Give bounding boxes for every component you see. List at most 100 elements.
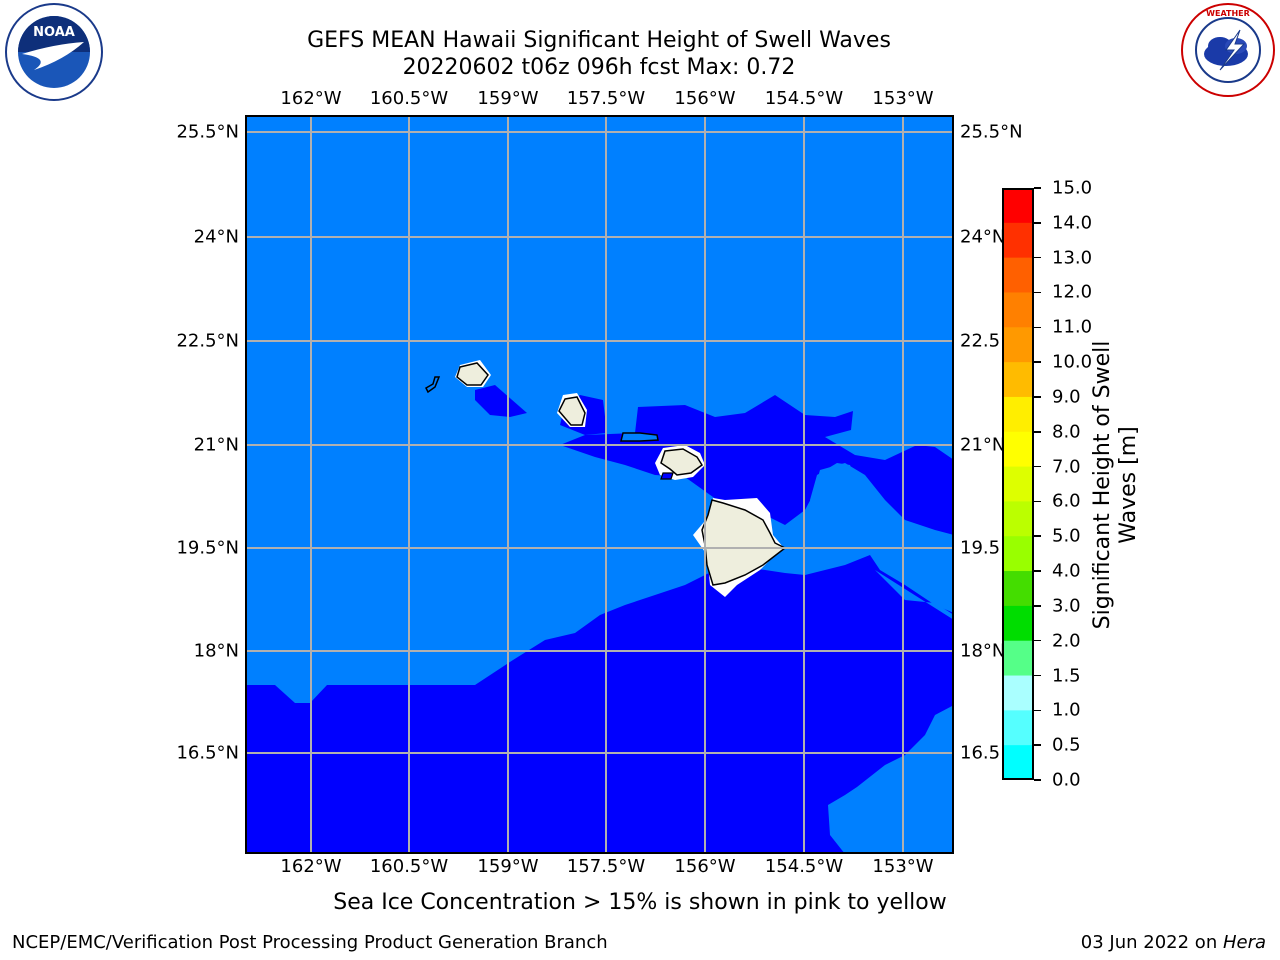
colorbar-swatch	[1002, 745, 1034, 781]
colorbar-tick-label: 7.0	[1052, 456, 1081, 478]
lat-label-right: 16.5	[960, 742, 1001, 764]
colorbar-tick-mark	[1034, 674, 1041, 677]
lat-label-right: 25.5°N	[960, 121, 1023, 143]
colorbar-tick-mark	[1034, 396, 1041, 398]
colorbar-swatch	[1002, 327, 1034, 363]
colorbar-tick-mark	[1034, 465, 1041, 468]
lon-label-top: 154.5°W	[764, 88, 844, 109]
map-gridlines	[245, 115, 954, 854]
colorbar-label: Significant Height of Swell Waves [m]	[1090, 325, 1142, 645]
island-big-island	[701, 499, 787, 586]
lat-label-left: 18°N	[193, 640, 239, 662]
lon-label-bottom: 160.5°W	[369, 856, 449, 877]
colorbar-tick-label: 1.5	[1052, 665, 1081, 687]
colorbar-swatch	[1002, 605, 1034, 642]
colorbar-tick-label: 11.0	[1052, 316, 1093, 338]
colorbar-tick-mark	[1034, 779, 1041, 781]
lat-label-right: 24°N	[960, 226, 1006, 248]
colorbar-tick-label: 2.0	[1052, 630, 1081, 652]
colorbar-label-line1: Significant Height of Swell	[1090, 340, 1115, 630]
colorbar-tick-label: 5.0	[1052, 525, 1081, 547]
colorbar-tick-mark	[1034, 709, 1041, 712]
lon-label-bottom: 162°W	[280, 856, 342, 877]
colorbar-tick-mark	[1034, 361, 1041, 363]
noaa-logo: NOAA	[4, 2, 104, 102]
colorbar-tick-label: 8.0	[1052, 421, 1081, 443]
island-oahu	[558, 396, 586, 426]
colorbar-swatch	[1002, 640, 1034, 677]
colorbar-tick-label: 3.0	[1052, 595, 1081, 617]
colorbar-tick-mark	[1034, 256, 1041, 259]
colorbar-swatch	[1002, 222, 1034, 259]
colorbar-tick-mark	[1034, 431, 1041, 433]
lat-label-left: 25.5°N	[176, 121, 239, 143]
colorbar-tick-label: 0.5	[1052, 734, 1081, 756]
colorbar-swatch	[1002, 675, 1034, 711]
footer-machine: Hera	[1222, 932, 1266, 953]
lat-label-right: 18°N	[960, 640, 1006, 662]
lon-label-bottom: 159°W	[477, 856, 539, 877]
colorbar-tick-label: 6.0	[1052, 490, 1081, 512]
sea-ice-note: Sea Ice Concentration > 15% is shown in …	[333, 890, 947, 915]
lat-label-right: 19.5	[960, 537, 1001, 559]
lat-label-right: 22.5	[960, 330, 1001, 352]
lon-label-top: 156°W	[674, 88, 736, 109]
colorbar-tick-mark	[1034, 187, 1041, 189]
colorbar-tick-label: 0.0	[1052, 769, 1081, 791]
colorbar-tick-mark	[1034, 605, 1041, 607]
lon-label-top: 160.5°W	[369, 88, 449, 109]
colorbar-tick-mark	[1034, 500, 1041, 503]
colorbar-tick-label: 12.0	[1052, 281, 1093, 303]
colorbar	[1002, 188, 1034, 781]
lon-label-bottom: 156°W	[674, 856, 736, 877]
colorbar-tick-label: 14.0	[1052, 212, 1093, 234]
colorbar-swatch	[1002, 536, 1034, 572]
svg-text:WEATHER: WEATHER	[1206, 9, 1250, 18]
colorbar-tick-mark	[1034, 222, 1041, 224]
colorbar-tick-mark	[1034, 326, 1041, 329]
colorbar-swatch	[1002, 362, 1034, 398]
island-lanai	[660, 472, 674, 480]
colorbar-tick-mark	[1034, 535, 1041, 537]
colorbar-swatch	[1002, 571, 1034, 607]
map-frame	[245, 115, 954, 854]
colorbar-swatch	[1002, 501, 1034, 537]
colorbar-swatch	[1002, 257, 1034, 293]
colorbar-tick-label: 4.0	[1052, 560, 1081, 582]
lat-label-left: 21°N	[193, 434, 239, 456]
lat-label-left: 16.5°N	[176, 742, 239, 764]
swell-dark-islands	[475, 385, 954, 535]
footer-branch: NCEP/EMC/Verification Post Processing Pr…	[12, 932, 608, 953]
footer-date: 03 Jun 2022 on Hera	[1081, 932, 1266, 953]
colorbar-tick-mark	[1034, 744, 1041, 746]
swell-dark-south	[245, 555, 954, 854]
colorbar-swatch	[1002, 396, 1034, 433]
lat-label-left: 24°N	[193, 226, 239, 248]
lon-label-top: 159°W	[477, 88, 539, 109]
lon-label-bottom: 153°W	[872, 856, 934, 877]
chart-title-line1: GEFS MEAN Hawaii Significant Height of S…	[307, 28, 891, 53]
map-plot	[245, 115, 954, 854]
nws-logo: WEATHER	[1180, 2, 1276, 98]
colorbar-tick-mark	[1034, 639, 1041, 642]
colorbar-swatch	[1002, 431, 1034, 468]
colorbar-tick-mark	[1034, 291, 1041, 294]
lon-label-bottom: 157.5°W	[566, 856, 646, 877]
colorbar-tick-label: 13.0	[1052, 247, 1093, 269]
footer-date-text: 03 Jun 2022 on	[1080, 932, 1223, 953]
colorbar-tick-label: 15.0	[1052, 177, 1093, 199]
lon-label-top: 153°W	[872, 88, 934, 109]
colorbar-swatch	[1002, 188, 1034, 224]
island-maui	[660, 448, 704, 476]
chart-title-line2: 20220602 t06z 096h fcst Max: 0.72	[402, 55, 796, 80]
lat-label-left: 22.5°N	[176, 330, 239, 352]
noaa-logo-text: NOAA	[33, 25, 75, 40]
colorbar-tick-mark	[1034, 570, 1041, 572]
colorbar-swatches	[1002, 188, 1034, 781]
lon-label-top: 157.5°W	[566, 88, 646, 109]
island-molokai	[620, 432, 659, 442]
lon-label-top: 162°W	[280, 88, 342, 109]
colorbar-swatch	[1002, 466, 1034, 502]
lon-label-bottom: 154.5°W	[764, 856, 844, 877]
island-kauai	[456, 362, 489, 386]
